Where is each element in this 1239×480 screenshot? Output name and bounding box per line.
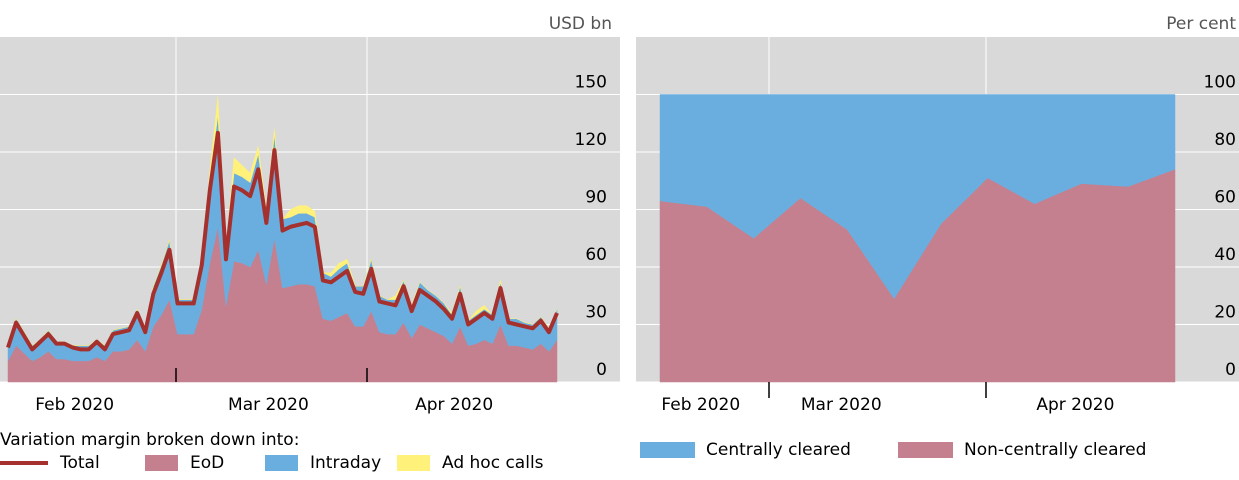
legend-swatch <box>397 455 430 471</box>
y-tick-label: 120 <box>575 130 607 150</box>
legend-swatch <box>640 442 695 458</box>
y-tick-label: 40 <box>1214 245 1236 265</box>
units-label: Per cent <box>1166 14 1236 34</box>
y-tick-label: 60 <box>1214 188 1236 208</box>
units-label: USD bn <box>549 14 612 34</box>
y-tick-label: 80 <box>1214 130 1236 150</box>
y-tick-label: 20 <box>1214 303 1236 323</box>
y-tick-label: 0 <box>1225 360 1236 380</box>
y-tick-label: 30 <box>585 303 607 323</box>
x-tick-label: Apr 2020 <box>1036 395 1114 415</box>
legend-label: Intraday <box>310 453 381 473</box>
legend-label: EoD <box>190 453 224 473</box>
y-tick-label: 60 <box>585 245 607 265</box>
x-tick-label: Apr 2020 <box>415 395 493 415</box>
area-series <box>7 96 558 346</box>
area-series <box>659 94 1176 300</box>
legend-swatch <box>898 442 953 458</box>
y-tick-label: 100 <box>1204 73 1236 93</box>
legend-label: Total <box>59 453 100 473</box>
y-tick-label: 150 <box>575 73 607 93</box>
x-tick-label: Feb 2020 <box>35 395 114 415</box>
x-tick-label: Feb 2020 <box>661 395 740 415</box>
legend-title: Variation margin broken down into: <box>0 430 299 450</box>
x-tick-label: Mar 2020 <box>228 395 309 415</box>
legend-label: Ad hoc calls <box>442 453 544 473</box>
y-tick-label: 0 <box>596 360 607 380</box>
legend-label: Non-centrally cleared <box>964 440 1146 460</box>
line-series <box>6 130 559 352</box>
legend-label: Centrally cleared <box>706 440 851 460</box>
legend-swatch <box>265 455 298 471</box>
legend-swatch <box>145 455 178 471</box>
x-tick-label: Mar 2020 <box>801 395 882 415</box>
y-tick-label: 90 <box>585 188 607 208</box>
